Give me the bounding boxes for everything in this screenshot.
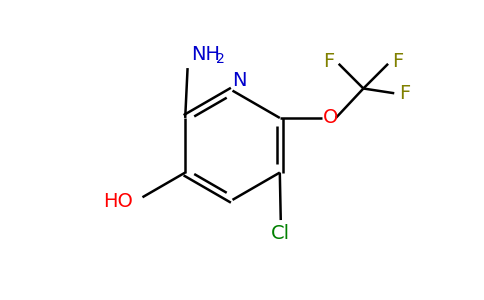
Text: NH: NH bbox=[191, 45, 220, 64]
Text: F: F bbox=[392, 52, 403, 71]
Text: F: F bbox=[324, 52, 335, 71]
Text: HO: HO bbox=[103, 192, 133, 211]
Text: F: F bbox=[399, 84, 410, 103]
Text: N: N bbox=[232, 71, 247, 90]
Text: O: O bbox=[322, 108, 338, 128]
Text: 2: 2 bbox=[216, 52, 225, 66]
Text: Cl: Cl bbox=[271, 224, 290, 243]
